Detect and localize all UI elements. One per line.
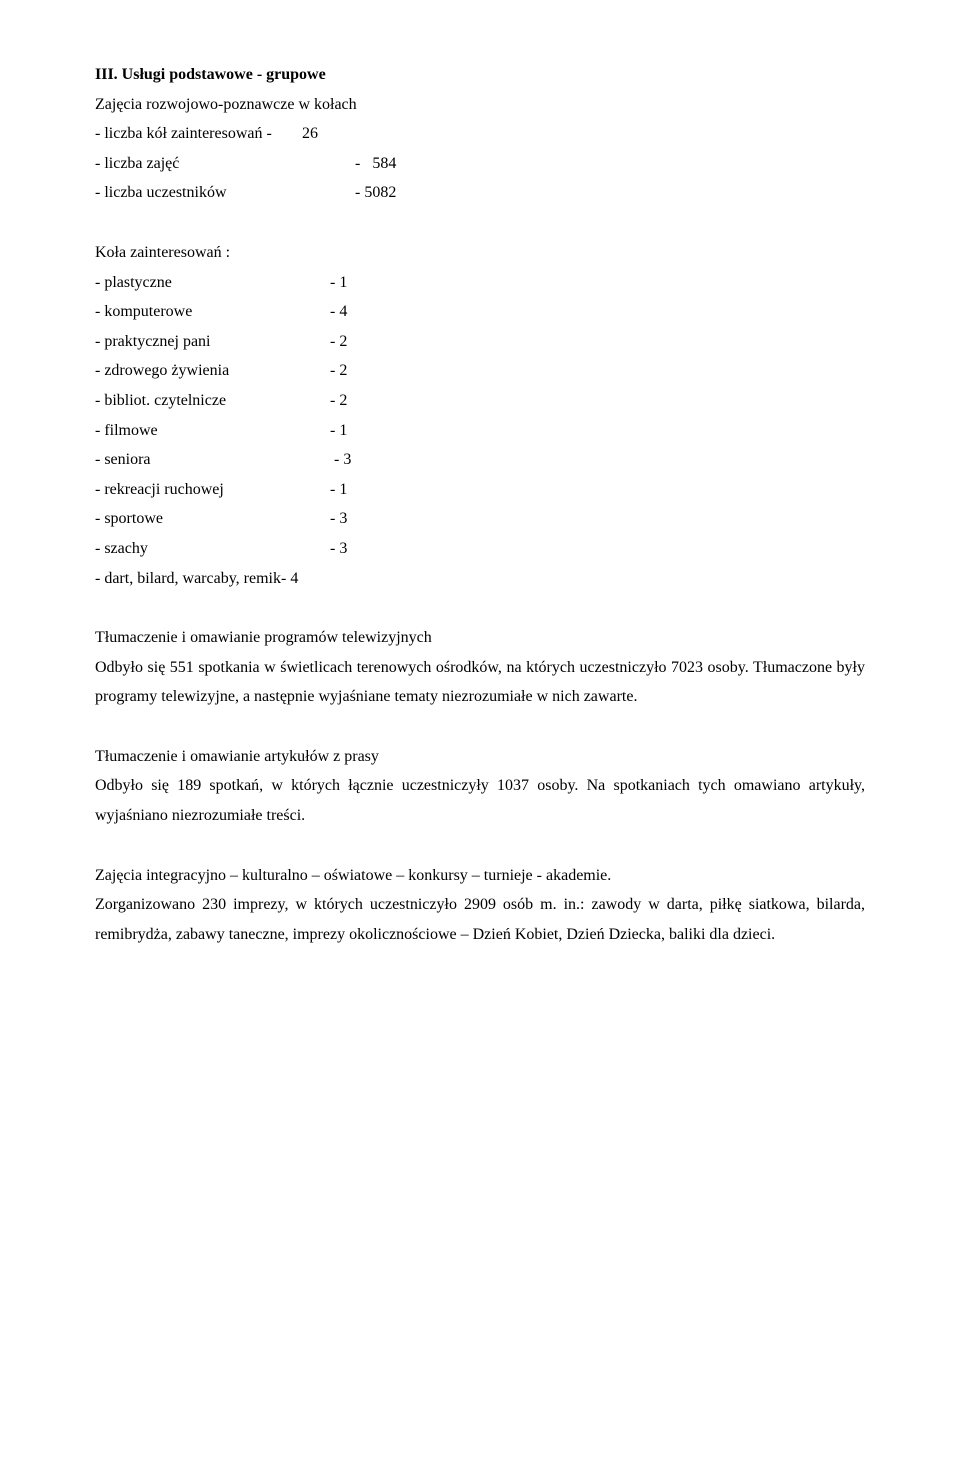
kola-label: - praktycznej pani bbox=[95, 327, 330, 357]
kola-label: - zdrowego żywienia bbox=[95, 356, 330, 386]
stat-value: - 5082 bbox=[355, 178, 396, 208]
kola-item: - bibliot. czytelnicze - 2 bbox=[95, 386, 865, 416]
section-sub1: Zajęcia rozwojowo-poznawcze w kołach bbox=[95, 90, 865, 120]
kola-value: - 2 bbox=[330, 386, 347, 416]
kola-item: - praktycznej pani - 2 bbox=[95, 327, 865, 357]
kola-item: - dart, bilard, warcaby, remik- 4 bbox=[95, 564, 865, 594]
stat-row: - liczba uczestników - 5082 bbox=[95, 178, 865, 208]
section-heading: III. Usługi podstawowe - grupowe bbox=[95, 60, 865, 90]
kola-value: - 3 bbox=[330, 534, 347, 564]
kola-label: - sportowe bbox=[95, 504, 330, 534]
kola-label: - rekreacji ruchowej bbox=[95, 475, 330, 505]
stat-label: - liczba kół zainteresowań - bbox=[95, 119, 290, 149]
kola-label: - dart, bilard, warcaby, remik- 4 bbox=[95, 564, 298, 594]
tv-heading: Tłumaczenie i omawianie programów telewi… bbox=[95, 623, 865, 653]
kola-item: - filmowe - 1 bbox=[95, 416, 865, 446]
kola-item: - seniora - 3 bbox=[95, 445, 865, 475]
kola-value: - 4 bbox=[330, 297, 347, 327]
integ-body: Zorganizowano 230 imprezy, w których ucz… bbox=[95, 890, 865, 949]
kola-value: - 1 bbox=[330, 268, 347, 298]
stat-row: - liczba kół zainteresowań - 26 bbox=[95, 119, 865, 149]
kola-value: - 1 bbox=[330, 475, 347, 505]
kola-label: - plastyczne bbox=[95, 268, 330, 298]
stat-row: - liczba zajęć - 584 bbox=[95, 149, 865, 179]
stat-value: - 584 bbox=[355, 149, 396, 179]
kola-label: - bibliot. czytelnicze bbox=[95, 386, 330, 416]
kola-value: - 2 bbox=[330, 327, 347, 357]
kola-label: - seniora bbox=[95, 445, 330, 475]
kola-value: - 3 bbox=[330, 504, 347, 534]
kola-label: - filmowe bbox=[95, 416, 330, 446]
kola-item: - szachy - 3 bbox=[95, 534, 865, 564]
kola-value: - 3 bbox=[330, 445, 351, 475]
kola-item: - sportowe - 3 bbox=[95, 504, 865, 534]
tv-body: Odbyło się 551 spotkania w świetlicach t… bbox=[95, 653, 865, 712]
kola-item: - rekreacji ruchowej - 1 bbox=[95, 475, 865, 505]
press-body: Odbyło się 189 spotkań, w których łączni… bbox=[95, 771, 865, 830]
kola-item: - komputerowe - 4 bbox=[95, 297, 865, 327]
kola-heading: Koła zainteresowań : bbox=[95, 238, 865, 268]
kola-item: - zdrowego żywienia - 2 bbox=[95, 356, 865, 386]
stat-value: 26 bbox=[290, 119, 318, 149]
kola-value: - 1 bbox=[330, 416, 347, 446]
stat-label: - liczba zajęć bbox=[95, 149, 355, 179]
kola-label: - komputerowe bbox=[95, 297, 330, 327]
stat-label: - liczba uczestników bbox=[95, 178, 355, 208]
press-heading: Tłumaczenie i omawianie artykułów z pras… bbox=[95, 742, 865, 772]
integ-heading: Zajęcia integracyjno – kulturalno – oświ… bbox=[95, 861, 865, 891]
kola-value: - 2 bbox=[330, 356, 347, 386]
kola-label: - szachy bbox=[95, 534, 330, 564]
kola-item: - plastyczne - 1 bbox=[95, 268, 865, 298]
